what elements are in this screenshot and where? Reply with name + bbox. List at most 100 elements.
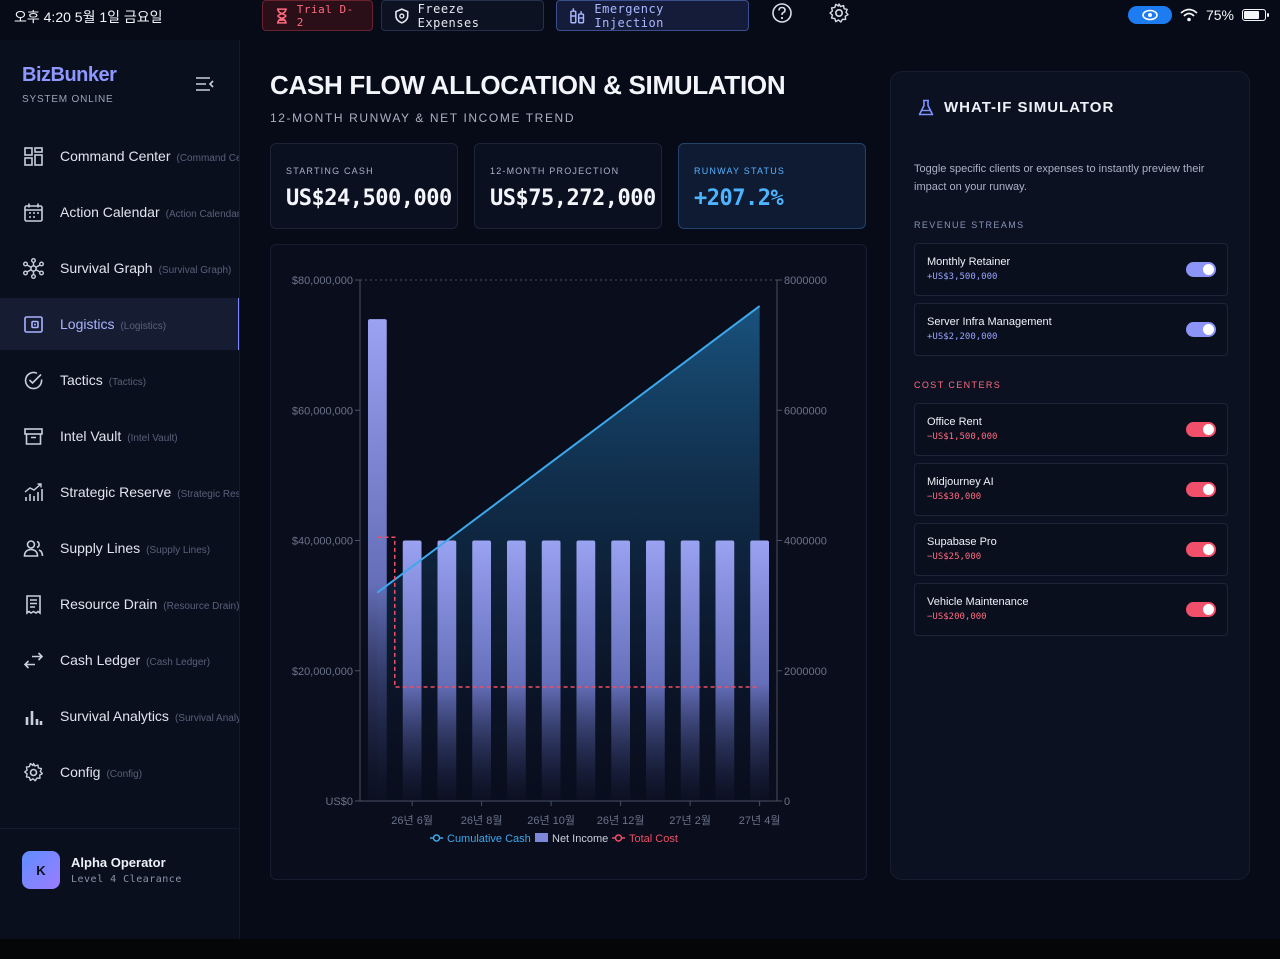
x-tick-label: 27년 2월	[669, 814, 711, 827]
calendar-icon	[24, 203, 43, 222]
cost-toggle[interactable]	[1186, 422, 1216, 437]
cost-name: Supabase Pro	[927, 536, 997, 548]
nav-label: Action Calendar	[60, 204, 160, 220]
net-income-bar	[472, 540, 492, 801]
cost-toggle[interactable]	[1186, 542, 1216, 557]
gear-icon	[24, 762, 43, 781]
y-left-tick-label: US$0	[325, 796, 353, 808]
nav-item-config[interactable]: Config (Config)	[0, 746, 239, 798]
revenue-name: Monthly Retainer	[927, 256, 1011, 268]
cost-item[interactable]: Midjourney AI −US$30,000	[914, 463, 1228, 516]
cost-amount: −US$1,500,000	[927, 432, 998, 442]
users-icon	[23, 539, 44, 557]
nav-label: Config	[60, 764, 101, 780]
settings-gear-icon[interactable]	[828, 2, 850, 24]
nav-item-command-center[interactable]: Command Center (Command Center)	[0, 130, 240, 182]
nav-item-supply-lines[interactable]: Supply Lines (Supply Lines)	[0, 522, 239, 574]
cost-amount: −US$25,000	[927, 552, 982, 562]
y-right-tick-label: 4000000	[784, 536, 827, 548]
y-left-tick-label: $40,000,000	[292, 536, 353, 548]
nav-item-intel-vault[interactable]: Intel Vault (Intel Vault)	[0, 410, 239, 462]
nav-item-survival-analytics[interactable]: Survival Analytics (Survival Analytics)	[0, 690, 240, 742]
net-income-bar	[437, 540, 457, 801]
revenue-streams-heading: REVENUE STREAMS	[914, 220, 1025, 230]
legend-label: Total Cost	[629, 833, 678, 845]
kpi-label: RUNWAY STATUS	[694, 166, 786, 176]
trial-badge-button[interactable]: Trial D-2	[262, 0, 373, 31]
nav-item-action-calendar[interactable]: Action Calendar (Action Calendar)	[0, 186, 240, 238]
legend-label: Net Income	[552, 833, 608, 845]
cost-centers-heading: COST CENTERS	[914, 380, 1002, 390]
nav-item-cash-ledger[interactable]: Cash Ledger (Cash Ledger)	[0, 634, 239, 686]
y-right-tick-label: 0	[784, 796, 790, 808]
nav-label: Intel Vault	[60, 428, 122, 444]
sidebar: BizBunker SYSTEM ONLINE Command Center (C…	[0, 40, 240, 940]
screen-share-indicator	[1127, 6, 1172, 24]
nav-item-strategic-reserve[interactable]: Strategic Reserve (Strategic Reserve)	[0, 466, 239, 518]
nav-sublabel: (Action Calendar)	[165, 209, 240, 220]
net-income-bar	[611, 540, 631, 801]
check-circle-icon	[24, 371, 43, 389]
nav-item-resource-drain[interactable]: Resource Drain (Resource Drain)	[0, 578, 239, 630]
cost-toggle[interactable]	[1186, 602, 1216, 617]
help-icon[interactable]	[771, 2, 793, 24]
eye-icon	[1142, 9, 1158, 21]
cost-toggle[interactable]	[1186, 482, 1216, 497]
kpi-runway-status: RUNWAY STATUS +207.2%	[678, 143, 866, 229]
kpi-starting-cash: STARTING CASH US$24,500,000	[270, 143, 458, 229]
cumulative-cash-line	[376, 305, 761, 594]
cost-amount: −US$200,000	[927, 612, 987, 622]
nav-sublabel: (Supply Lines)	[146, 545, 211, 556]
x-tick-label: 26년 6월	[391, 814, 433, 827]
legend-label: Cumulative Cash	[447, 833, 531, 845]
cost-item[interactable]: Vehicle Maintenance −US$200,000	[914, 583, 1228, 636]
freeze-expenses-button[interactable]: Freeze Expenses	[381, 0, 544, 31]
system-status: SYSTEM ONLINE	[22, 94, 114, 105]
nav-item-logistics[interactable]: Logistics (Logistics)	[0, 298, 239, 350]
revenue-amount: +US$2,200,000	[927, 332, 998, 342]
cash-flow-chart-panel: US$0 $20,000,000 $40,000,000 $60,000,000 $80…	[270, 244, 867, 880]
nav-sublabel: (Survival Graph)	[158, 265, 232, 276]
x-tick-label: 26년 10월	[527, 814, 575, 827]
cost-amount: −US$30,000	[927, 492, 982, 502]
kpi-label: 12-MONTH PROJECTION	[490, 166, 620, 176]
nav-item-survival-graph[interactable]: Survival Graph (Survival Graph)	[0, 242, 239, 294]
cost-name: Office Rent	[927, 416, 982, 428]
bottom-bar	[0, 939, 1280, 959]
x-tick-label: 26년 12월	[597, 814, 645, 827]
nav-sublabel: (Command Center)	[176, 153, 240, 164]
net-income-bar	[680, 540, 700, 801]
cost-item[interactable]: Office Rent −US$1,500,000	[914, 403, 1228, 456]
archive-icon	[24, 427, 43, 445]
avatar: K	[22, 851, 60, 889]
battery-icon	[1242, 9, 1269, 21]
cost-item[interactable]: Supabase Pro −US$25,000	[914, 523, 1228, 576]
page-subtitle: 12-MONTH RUNWAY & NET INCOME TREND	[270, 111, 576, 125]
revenue-amount: +US$3,500,000	[927, 272, 998, 282]
user-profile-card[interactable]: K Alpha Operator Level 4 Clearance	[0, 828, 239, 910]
user-name: Alpha Operator	[71, 855, 166, 870]
cost-name: Midjourney AI	[927, 476, 994, 488]
emergency-injection-button[interactable]: Emergency Injection	[556, 0, 749, 31]
nav-item-tactics[interactable]: Tactics (Tactics)	[0, 354, 239, 406]
revenue-item[interactable]: Monthly Retainer +US$3,500,000	[914, 243, 1228, 296]
trial-label: Trial D-2	[296, 2, 354, 29]
brand-logo[interactable]: BizBunker	[22, 64, 117, 86]
legend-marker	[432, 834, 441, 842]
user-clearance: Level 4 Clearance	[71, 874, 182, 885]
legend-marker	[614, 834, 623, 842]
cash-flow-chart: US$0 $20,000,000 $40,000,000 $60,000,000 $80…	[292, 275, 827, 845]
revenue-toggle[interactable]	[1186, 262, 1216, 277]
chart-growth-icon	[24, 482, 43, 501]
status-time: 오후 4:20 5월 1일 금요일	[14, 9, 163, 25]
y-left-tick-label: $20,000,000	[292, 666, 353, 678]
y-right-tick-label: 2000000	[784, 666, 827, 678]
revenue-item[interactable]: Server Infra Management +US$2,200,000	[914, 303, 1228, 356]
nav-sublabel: (Survival Analytics)	[174, 713, 240, 724]
network-icon	[23, 257, 44, 279]
receipt-icon	[26, 594, 41, 615]
net-income-bar	[506, 540, 526, 801]
revenue-toggle[interactable]	[1186, 322, 1216, 337]
collapse-menu-icon[interactable]	[195, 76, 215, 92]
y-right-tick-label: 6000000	[784, 405, 827, 417]
